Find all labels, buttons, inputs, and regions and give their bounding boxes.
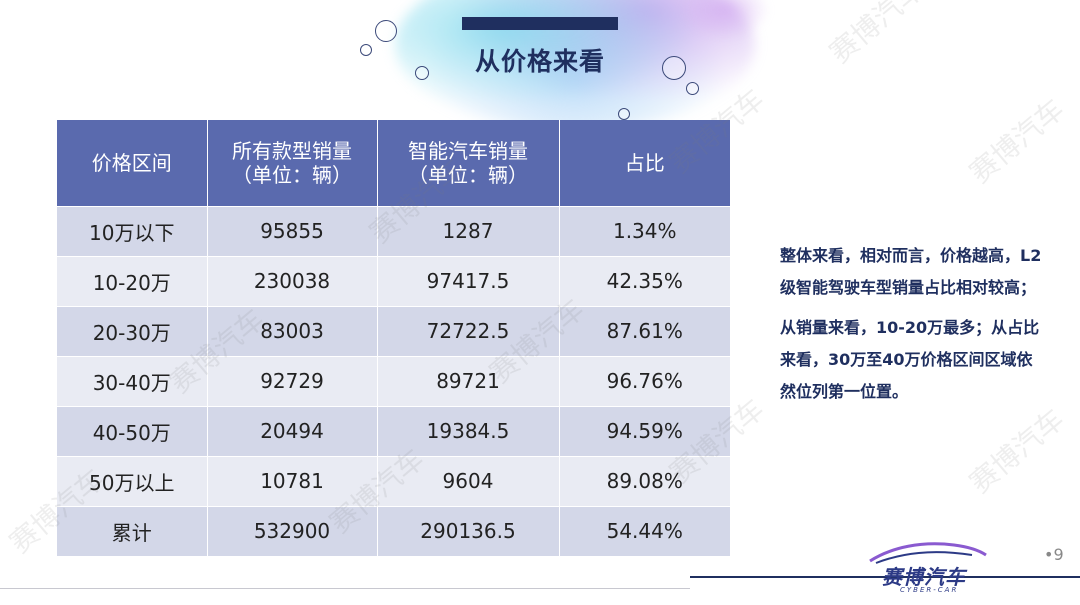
cell-ratio: 1.34% (559, 205, 730, 256)
cell-all-sales: 92729 (207, 355, 378, 406)
cell-price-range: 40-50万 (57, 405, 208, 456)
cell-price-range: 30-40万 (57, 355, 208, 406)
cell-all-sales: 532900 (207, 505, 378, 556)
footer-divider (690, 576, 1080, 578)
bubble-decoration (415, 66, 429, 80)
cell-price-range: 20-30万 (57, 305, 208, 356)
logo-name: 赛博汽车 (882, 565, 966, 589)
cell-price-range: 10万以下 (57, 205, 208, 256)
header-price-range: 价格区间 (57, 120, 208, 206)
cell-all-sales: 95855 (207, 205, 378, 256)
bubble-decoration (360, 44, 372, 56)
bubble-decoration (375, 20, 397, 42)
cell-ratio: 94.59% (559, 405, 730, 456)
table-row: 30-40万 92729 89721 96.76% (57, 355, 730, 406)
title-accent-bar (462, 17, 618, 30)
table-row: 50万以上 10781 9604 89.08% (57, 455, 730, 506)
cell-smart-sales: 9604 (377, 455, 560, 506)
cell-smart-sales: 89721 (377, 355, 560, 406)
cell-price-range: 累计 (57, 505, 208, 556)
page-title: 从价格来看 (474, 47, 605, 76)
header-smart-sales: 智能汽车销量 （单位：辆） (377, 120, 560, 206)
summary-paragraph-2: 从销量来看，10-20万最多；从占比来看，30万至40万价格区间区域依然位列第一… (780, 318, 1040, 401)
cell-smart-sales: 72722.5 (377, 305, 560, 356)
header-ratio: 占比 (559, 120, 730, 206)
cell-ratio: 96.76% (559, 355, 730, 406)
cell-all-sales: 83003 (207, 305, 378, 356)
header-all-sales: 所有款型销量 （单位：辆） (207, 120, 378, 206)
watercolor-decoration-small (680, 0, 770, 40)
cell-ratio: 89.08% (559, 455, 730, 506)
bubble-decoration (662, 56, 686, 80)
cyber-car-logo: 赛博汽车 CYBER-CAR (862, 537, 992, 597)
car-silhouette-icon (869, 542, 987, 564)
cell-smart-sales: 290136.5 (377, 505, 560, 556)
cell-ratio: 54.44% (559, 505, 730, 556)
page-number: •9 (1044, 545, 1064, 564)
table-row: 20-30万 83003 72722.5 87.61% (57, 305, 730, 356)
table-row: 40-50万 20494 19384.5 94.59% (57, 405, 730, 456)
cell-price-range: 10-20万 (57, 255, 208, 306)
cell-ratio: 42.35% (559, 255, 730, 306)
summary-text: 整体来看，相对而言，价格越高，L2级智能驾驶车型销量占比相对较高； 从销量来看，… (780, 240, 1045, 408)
price-sales-table: 价格区间 所有款型销量 （单位：辆） 智能汽车销量 （单位：辆） 占比 10万以下 … (57, 120, 730, 556)
watermark: 赛博汽车 (963, 92, 1071, 190)
table-header-row: 价格区间 所有款型销量 （单位：辆） 智能汽车销量 （单位：辆） 占比 (57, 120, 730, 206)
summary-paragraph-1: 整体来看，相对而言，价格越高，L2级智能驾驶车型销量占比相对较高； (780, 246, 1042, 297)
table-row-total: 累计 532900 290136.5 54.44% (57, 505, 730, 556)
watermark: 赛博汽车 (963, 402, 1071, 500)
cell-all-sales: 230038 (207, 255, 378, 306)
table-row: 10万以下 95855 1287 1.34% (57, 205, 730, 256)
cell-all-sales: 20494 (207, 405, 378, 456)
logo-subtitle: CYBER-CAR (900, 586, 959, 594)
table-row: 10-20万 230038 97417.5 42.35% (57, 255, 730, 306)
cell-all-sales: 10781 (207, 455, 378, 506)
cell-smart-sales: 1287 (377, 205, 560, 256)
cell-price-range: 50万以上 (57, 455, 208, 506)
bubble-decoration (618, 108, 630, 120)
cell-ratio: 87.61% (559, 305, 730, 356)
bubble-decoration (686, 82, 699, 95)
cell-smart-sales: 19384.5 (377, 405, 560, 456)
footer-divider-left (0, 588, 690, 589)
watermark: 赛博汽车 (823, 0, 931, 70)
cell-smart-sales: 97417.5 (377, 255, 560, 306)
